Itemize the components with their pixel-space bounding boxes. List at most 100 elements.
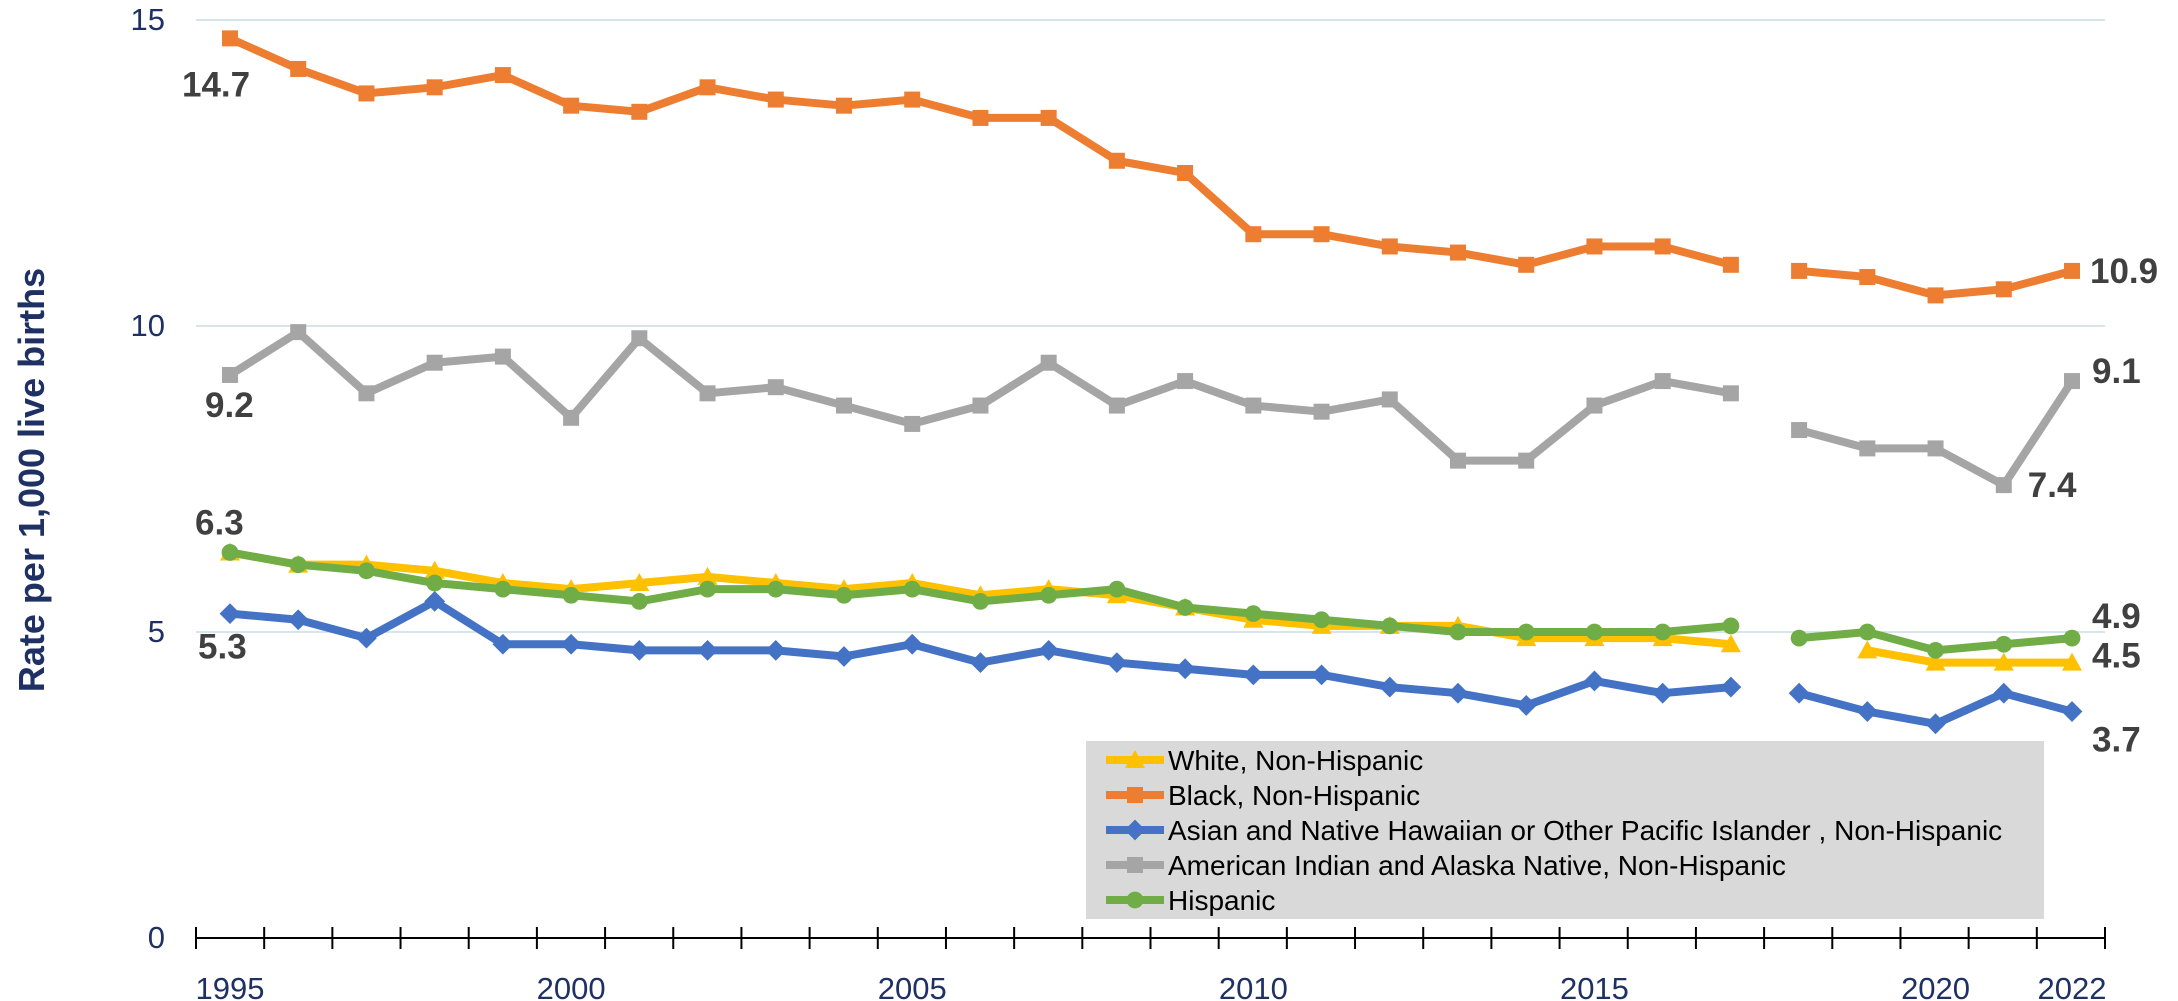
data-point: [2063, 629, 2081, 647]
data-point: [1722, 385, 1739, 402]
data-point: [767, 580, 785, 598]
data-point: [289, 556, 307, 574]
legend-item: Hispanic: [1106, 885, 1275, 916]
series-3: [222, 324, 2080, 494]
axis-ticks: 0 5 10 15 1995 2000 2005 2010 2015 2020 2022: [131, 2, 2107, 1001]
legend-swatch-marker: [1127, 857, 1143, 873]
data-point: [1177, 373, 1194, 390]
legend-swatch-marker: [1124, 819, 1146, 841]
data-point: [1720, 634, 1741, 653]
x-tick-label: 2022: [2038, 971, 2107, 1001]
data-point: [1313, 226, 1330, 243]
legend-item: Black, Non-Hispanic: [1106, 780, 1420, 811]
data-point: [1313, 403, 1330, 420]
data-point: [1858, 623, 1876, 641]
data-point: [835, 586, 853, 604]
data-point: [904, 415, 921, 432]
data-point: [560, 633, 582, 655]
data-point: [287, 609, 309, 631]
data-point: [356, 627, 377, 649]
data-point: [972, 397, 989, 414]
data-point: [1722, 256, 1739, 273]
data-point: [494, 348, 511, 365]
data-point: [904, 91, 921, 108]
data-point: [1040, 586, 1058, 604]
data-point: [1788, 682, 1810, 704]
data-point: [629, 573, 650, 592]
legend-swatch-marker: [1125, 750, 1145, 768]
data-point: [562, 586, 580, 604]
data-point: [1652, 682, 1674, 704]
data-point: [1586, 623, 1603, 641]
data-point: [1654, 373, 1671, 390]
data-point: [424, 591, 446, 612]
data-point: [767, 91, 784, 108]
data-point: [833, 646, 855, 667]
data-label: 10.9: [2090, 252, 2158, 291]
series-4: [221, 544, 2081, 659]
data-point: [970, 652, 991, 673]
data-point: [1450, 452, 1466, 469]
data-point: [1245, 226, 1262, 243]
data-point: [222, 366, 238, 383]
data-point: [1859, 440, 1876, 457]
data-point: [1927, 641, 1944, 659]
data-point: [1995, 635, 2013, 653]
data-point: [2062, 652, 2082, 671]
series-lines: [219, 30, 2083, 735]
data-point: [1790, 629, 1808, 647]
data-point: [1447, 682, 1469, 704]
series-1: [222, 30, 2080, 304]
data-point: [972, 593, 989, 610]
legend: White, Non-Hispanic Black, Non-Hispanic As…: [1086, 741, 2044, 919]
data-point: [2064, 262, 2080, 279]
data-point: [1859, 269, 1876, 286]
x-tick-label: 2015: [1560, 971, 1629, 1001]
data-point: [1586, 397, 1603, 414]
data-point: [1381, 617, 1399, 635]
data-point: [1174, 658, 1196, 680]
data-label: 14.7: [182, 65, 250, 104]
x-tick-label: 1995: [196, 971, 265, 1001]
data-point: [426, 354, 443, 371]
data-point: [1313, 611, 1330, 629]
data-label: 9.2: [205, 386, 254, 425]
legend-box: [1086, 741, 2044, 919]
data-point: [219, 603, 241, 625]
data-point: [1995, 281, 2012, 298]
data-point: [1108, 397, 1125, 414]
series-line: [1866, 646, 2072, 667]
data-point: [1040, 354, 1057, 371]
legend-item: Asian and Native Hawaiian or Other Pacif…: [1106, 815, 2002, 846]
legend-swatch-marker: [1127, 787, 1143, 803]
data-point: [492, 633, 514, 655]
data-point: [1244, 605, 1262, 623]
data-point: [699, 580, 716, 598]
data-point: [628, 639, 650, 661]
data-annotations: 14.7 9.2 6.3 5.3 10.9 9.1 7.4 4.94.5 3.7: [182, 65, 2158, 759]
data-point: [358, 385, 375, 402]
legend-item: White, Non-Hispanic: [1106, 745, 1423, 776]
legend-label: White, Non-Hispanic: [1168, 745, 1423, 776]
x-tick-label: 2000: [537, 971, 606, 1001]
data-point: [290, 60, 307, 77]
data-point: [1925, 652, 1946, 671]
data-label: 9.1: [2092, 352, 2141, 391]
data-point: [358, 85, 375, 102]
data-point: [1927, 440, 1944, 457]
data-point: [631, 103, 648, 120]
data-point: [1518, 452, 1535, 469]
data-point: [1584, 670, 1605, 692]
series-0: [220, 542, 2082, 671]
data-point: [903, 580, 921, 598]
data-point: [1106, 652, 1128, 673]
data-point: [424, 560, 445, 579]
data-label: 4.9: [2092, 597, 2141, 636]
data-point: [494, 67, 511, 84]
data-point: [767, 379, 784, 396]
data-point: [699, 385, 716, 402]
legend-label: Asian and Native Hawaiian or Other Pacif…: [1168, 815, 2002, 846]
data-point: [1245, 397, 1262, 414]
data-point: [1857, 640, 1878, 659]
data-point: [901, 633, 923, 655]
